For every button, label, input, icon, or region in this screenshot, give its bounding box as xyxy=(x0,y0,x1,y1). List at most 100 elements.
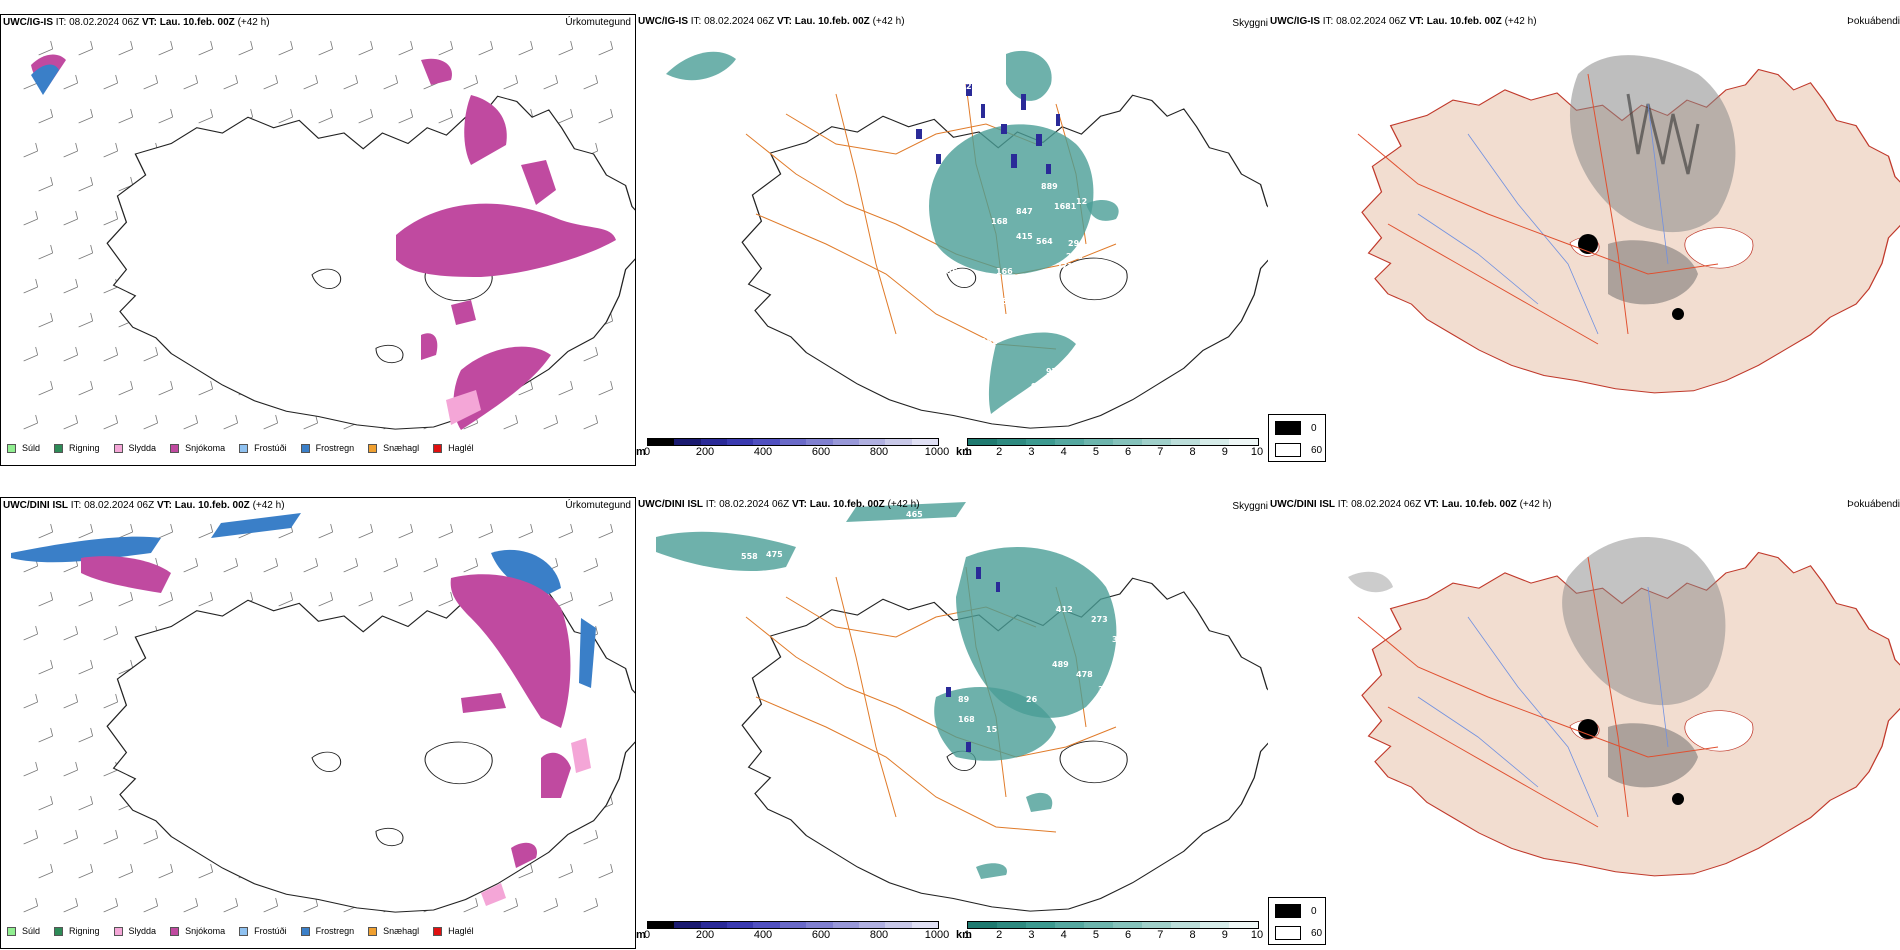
legend-item: Snæhagl xyxy=(368,443,419,453)
fog-legend-swatch xyxy=(1275,421,1301,435)
visibility-value-label: 271 xyxy=(1056,262,1073,271)
rivers xyxy=(1417,103,1669,335)
legend-label: Frostregn xyxy=(315,443,355,453)
legend-label: Haglél xyxy=(448,443,474,453)
visibility-panel-top: 201 352 168 847 889 1681 564 415 296 208 207 536 166… xyxy=(636,14,1268,466)
legend-label: Slydda xyxy=(128,443,157,453)
legend-label: Súld xyxy=(22,443,41,453)
fog-panel-top: UWC/IG-IS IT: 08.02.2024 06Z VT: Lau. 10… xyxy=(1268,14,1900,466)
colorbar-cell xyxy=(968,439,997,445)
visibility-map-bottom: 465 558 475 959 242 412 273 395 295 489 478 312 274 2… xyxy=(656,502,1268,912)
colorbar-tick: 800 xyxy=(869,929,889,941)
colorbar-cell xyxy=(1200,439,1229,445)
colorbar-cell xyxy=(997,439,1026,445)
colorbar-tick: 10 xyxy=(1250,446,1264,458)
legend-label: Snjókoma xyxy=(185,926,226,936)
panel-header: UWC/IG-IS IT: 08.02.2024 06Z VT: Lau. 10… xyxy=(638,16,905,27)
visibility-value-label: 564 xyxy=(1036,237,1053,246)
colorbar-cell xyxy=(779,922,807,928)
visibility-value-label: 168 xyxy=(958,715,975,724)
fog-legend-row: 0 xyxy=(1275,904,1317,918)
colorbar-cell xyxy=(727,439,754,445)
legend-swatch xyxy=(368,926,378,936)
colorbar-tick: 1 xyxy=(963,929,971,941)
visibility-value-label: 395 xyxy=(1112,635,1129,644)
visibility-value-label: 15 xyxy=(986,725,998,734)
colorbar-tick: 0 xyxy=(643,929,651,941)
legend-label: Frostregn xyxy=(315,926,355,936)
visibility-value-label: 166 xyxy=(996,267,1013,276)
legend-label: Snæhagl xyxy=(383,926,420,936)
colorbar-cell xyxy=(1142,922,1171,928)
fog-legend-row: 60 xyxy=(1275,443,1322,457)
colorbar-cell xyxy=(727,922,754,928)
colorbar-tick: 3 xyxy=(1028,446,1035,458)
legend-label: Slydda xyxy=(128,926,157,936)
panel-title: Þokuábendi xyxy=(1847,499,1900,510)
fog-legend-value: 60 xyxy=(1311,927,1323,939)
legend-swatch xyxy=(7,443,16,453)
colorbar-cell xyxy=(1200,922,1229,928)
visibility-value-label: 274 xyxy=(1111,700,1128,709)
panel-header: UWC/DINI ISL IT: 08.02.2024 06Z VT: Lau.… xyxy=(1270,499,1552,510)
colorbar-tick: 4 xyxy=(1060,929,1067,941)
colorbar-cell xyxy=(674,922,701,928)
legend-label: Frostúði xyxy=(254,443,287,453)
colorbar-cell xyxy=(648,922,675,928)
colorbar-unit: m xyxy=(636,446,646,458)
fog-roads xyxy=(1357,73,1719,345)
colorbar-tick: 600 xyxy=(811,446,831,458)
legend-swatch xyxy=(113,926,123,936)
visibility-value-label: 208 xyxy=(1066,252,1083,261)
colorbar-cell xyxy=(1026,922,1055,928)
visibility-value-label: 475 xyxy=(766,550,783,559)
colorbar-cell xyxy=(1055,922,1084,928)
colorbar-cell xyxy=(1055,439,1084,445)
legend-item: Frostregn xyxy=(300,443,355,453)
colorbar-cell xyxy=(997,922,1026,928)
colorbar-tick: 1000 xyxy=(924,446,950,458)
visibility-value-label: 853 xyxy=(1056,790,1073,799)
colorbar-cell xyxy=(753,922,780,928)
legend-swatch xyxy=(170,926,180,936)
legend-label: Snjókoma xyxy=(185,443,226,453)
colorbar-tick: 1 xyxy=(963,446,971,458)
legend-swatch xyxy=(7,926,16,936)
colorbar-tick: 2 xyxy=(996,446,1003,458)
colorbar-tick: 8 xyxy=(1189,446,1196,458)
legend-swatch xyxy=(170,443,180,453)
legend-label: Rigning xyxy=(69,443,100,453)
visibility-value-label: 242 xyxy=(1121,605,1138,614)
legend-swatch xyxy=(113,443,123,453)
legend-item: Rigning xyxy=(54,926,100,936)
visibility-value-label: 168 xyxy=(991,217,1008,226)
legend-item: Snæhagl xyxy=(368,926,419,936)
legend-swatch xyxy=(54,443,64,453)
visibility-value-label: 809 xyxy=(1006,287,1023,296)
sleet-areas xyxy=(481,738,591,906)
colorbar-tick: 0 xyxy=(643,446,651,458)
precip-legend: Súld Rigning Slydda Snjókoma Frostúði Frostre… xyxy=(7,443,488,453)
visibility-value-label: 555 xyxy=(991,297,1008,306)
precip-panel-bottom: UWC/DINI ISL IT: 08.02.2024 06Z VT: Lau.… xyxy=(0,497,636,949)
legend-item: Haglél xyxy=(433,443,474,453)
colorbar-tick: 8 xyxy=(1189,929,1196,941)
fog-legend-value: 60 xyxy=(1311,444,1323,456)
visibility-value-label: 182 xyxy=(981,337,998,346)
fog-roads xyxy=(1357,556,1719,828)
freezing-rain-areas xyxy=(11,513,596,688)
fog-legend-swatch xyxy=(1275,926,1301,940)
fog-legend-bottom: 0 60 xyxy=(1268,897,1326,945)
colorbar-tick: 5 xyxy=(1092,929,1099,941)
colorbar-tick: 200 xyxy=(695,446,715,458)
colorbar-cell xyxy=(779,439,807,445)
panel-title: Þokuábendi xyxy=(1847,16,1900,27)
fog-field xyxy=(1348,537,1726,805)
visibility-value-label: 207 xyxy=(921,252,938,261)
colorbar-cell xyxy=(806,922,833,928)
legend-label: Súld xyxy=(22,926,41,936)
legend-item: Rigning xyxy=(54,443,100,453)
cloudbase-colorbar: m 0 200 400 600 800 1000 xyxy=(636,438,950,458)
precip-legend: Súld Rigning Slydda Snjókoma Frostúði Frostre… xyxy=(7,926,488,936)
legend-swatch xyxy=(368,443,378,453)
